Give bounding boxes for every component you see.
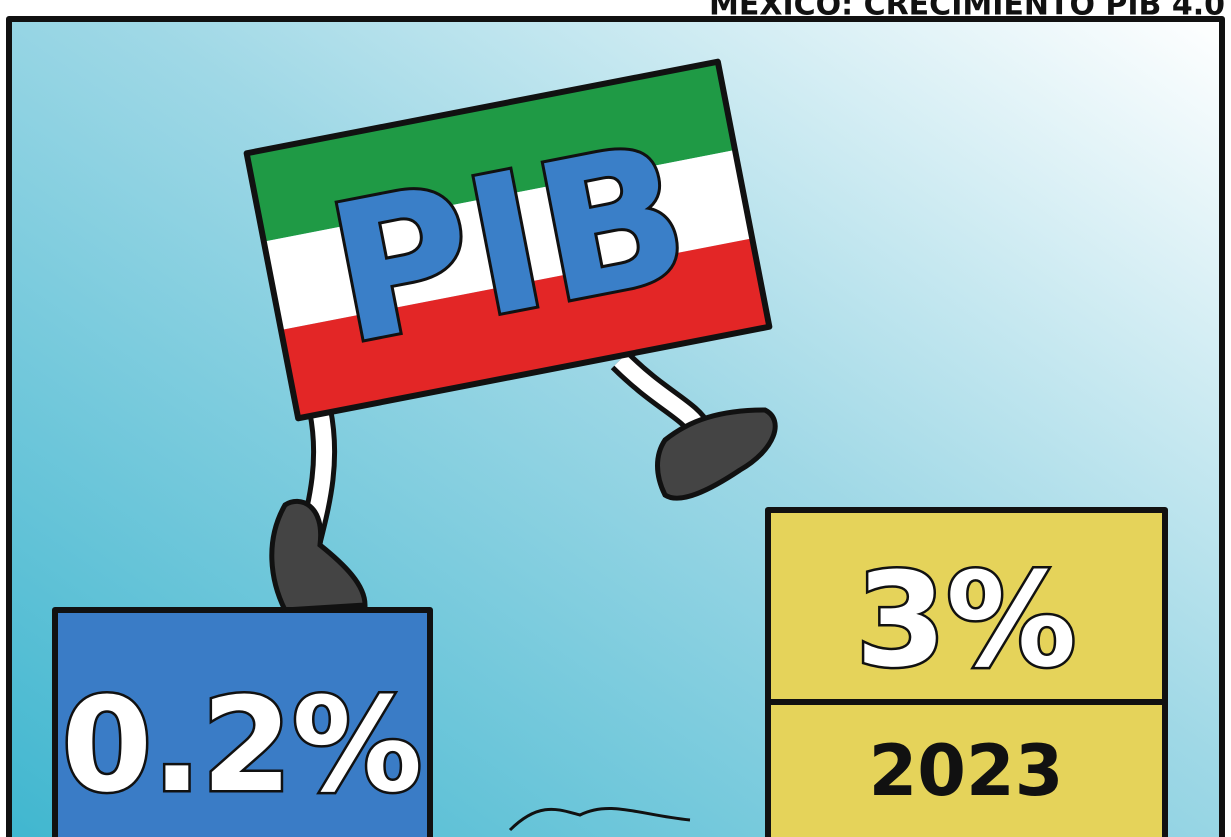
right-block-value: 3%	[856, 544, 1077, 696]
right-block-year: 2023	[869, 730, 1064, 812]
left-block-value: 0.2%	[62, 669, 423, 821]
cartoon: MEXICO: CRECIMIENTO PIB 4.0 PIB 0.2% 3% …	[0, 0, 1231, 837]
